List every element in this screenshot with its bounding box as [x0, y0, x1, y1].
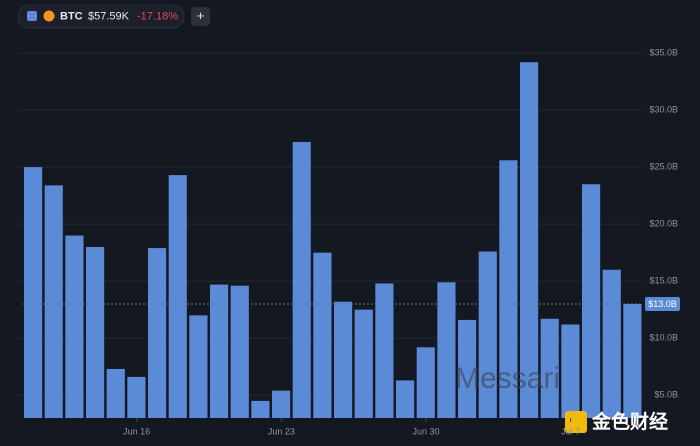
legend-pill: BTC $57.59K -17.18% [17, 4, 185, 29]
y-tick-label: $35.0B [649, 47, 678, 57]
watermark: Messari [455, 362, 560, 395]
x-tick-label: Jun 16 [123, 426, 150, 436]
watermark: 金色财经 [591, 410, 668, 433]
bar [189, 315, 208, 418]
bar [540, 318, 559, 418]
bar [313, 252, 332, 418]
bar [148, 248, 167, 418]
bar [520, 62, 539, 419]
bar [292, 142, 311, 418]
bar [230, 285, 249, 418]
bar [375, 283, 394, 418]
bar [334, 301, 353, 418]
y-tick-label: $5.0B [654, 390, 678, 400]
y-tick-label: $30.0B [649, 104, 678, 114]
bar [65, 235, 84, 418]
add-button-label[interactable]: + [197, 8, 205, 23]
y-tick-label: $20.0B [649, 219, 678, 229]
bar [458, 319, 477, 418]
bar [582, 184, 601, 418]
bar [168, 175, 187, 418]
bar [24, 167, 43, 418]
current-badge [645, 296, 680, 311]
bar [86, 246, 105, 418]
bar [210, 284, 229, 418]
bar [272, 390, 291, 418]
bar [437, 282, 456, 418]
btc-icon [43, 10, 55, 22]
bar [499, 160, 518, 418]
bar [106, 368, 125, 418]
bar [478, 251, 497, 418]
bar [561, 324, 580, 418]
x-tick-label: Jun 30 [412, 426, 439, 436]
watermark-logo [565, 411, 587, 433]
add-button[interactable] [191, 7, 210, 26]
legend-box [17, 4, 185, 29]
bar [354, 309, 373, 418]
bar [416, 347, 435, 418]
bar [396, 380, 415, 418]
legend-swatch [27, 11, 37, 21]
bar [127, 376, 146, 418]
y-tick-label: $15.0B [649, 276, 678, 286]
x-tick-label: Jul 7 [561, 426, 580, 436]
asset-name: BTC [60, 10, 83, 22]
bar [251, 400, 270, 418]
price: $57.59K [88, 10, 130, 22]
bar [623, 303, 642, 418]
x-tick-label: Jun 23 [268, 426, 295, 436]
y-tick-label: $25.0B [649, 161, 678, 171]
y-tick-label: $10.0B [649, 333, 678, 343]
bar [44, 185, 63, 418]
current-label: $13.0B [648, 299, 677, 309]
bar [602, 269, 621, 418]
change: -17.18% [137, 10, 178, 22]
